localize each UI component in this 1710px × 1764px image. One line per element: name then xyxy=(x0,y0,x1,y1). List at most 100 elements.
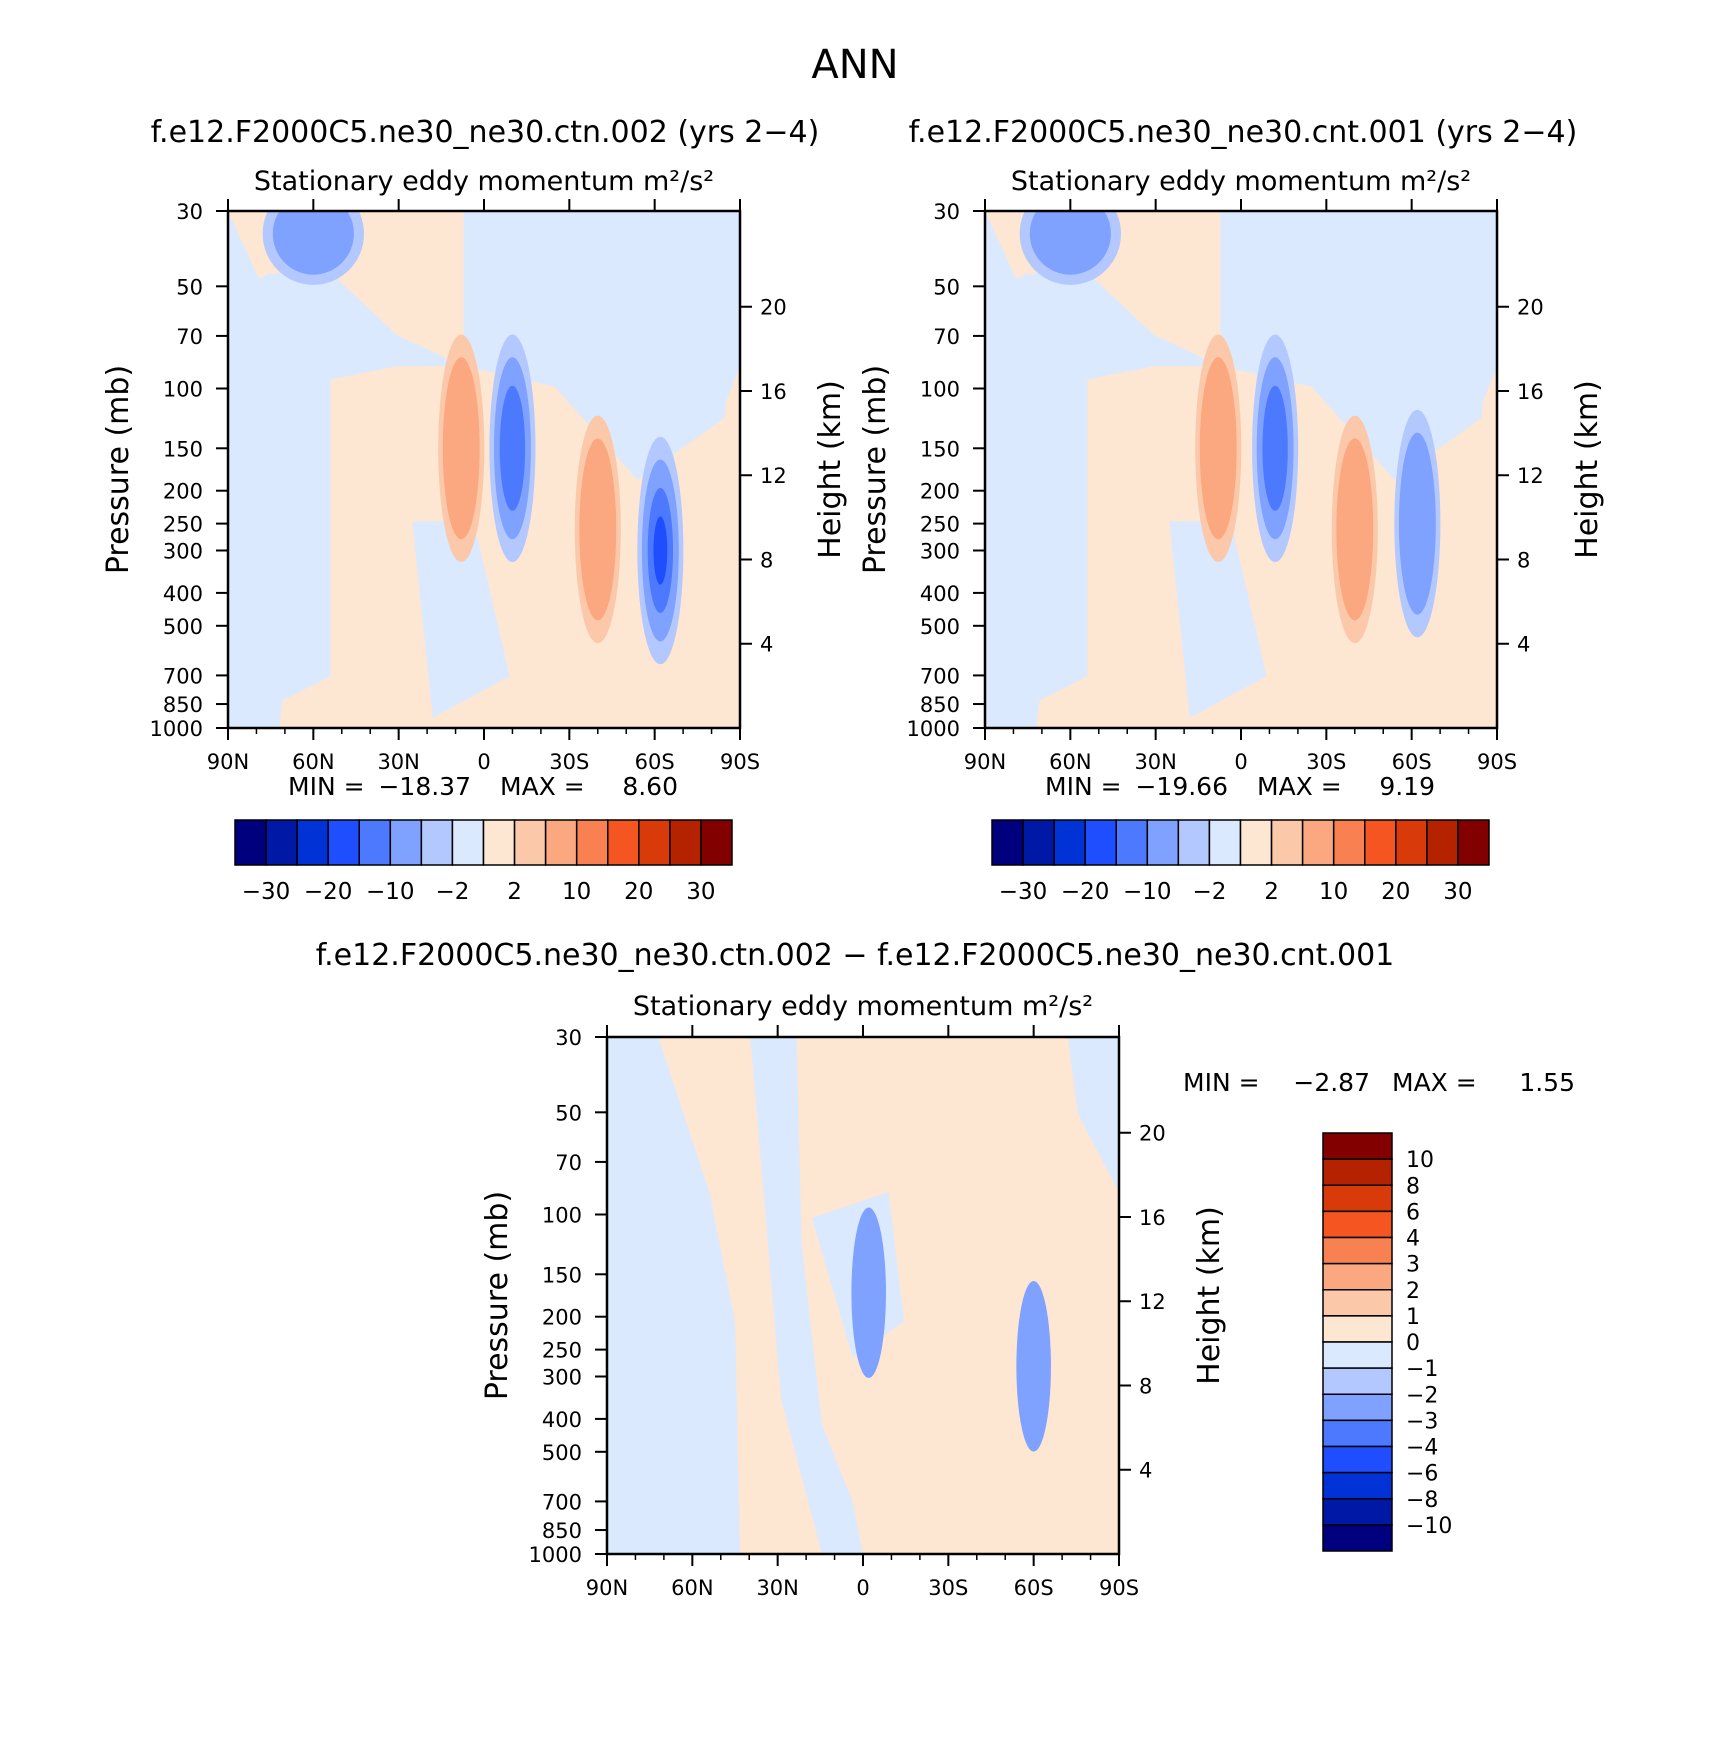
colorbar-box xyxy=(1322,1158,1393,1186)
y-tick-label: 300 xyxy=(542,1365,582,1389)
contour-region xyxy=(412,521,510,718)
colorbar-label: −1 xyxy=(1406,1357,1438,1382)
min-label: MIN = xyxy=(1045,772,1122,801)
y-tick-label: 850 xyxy=(920,693,960,717)
contour-region xyxy=(607,1037,741,1554)
colorbar-label: 10 xyxy=(562,879,591,905)
y-tick-label: 1000 xyxy=(907,717,960,741)
contour-feature xyxy=(1262,385,1288,511)
y-tick-label: 200 xyxy=(163,480,203,504)
y-axis-label: Pressure (mb) xyxy=(480,1191,515,1400)
colorbar-label: −10 xyxy=(366,879,415,905)
colorbar-label: 10 xyxy=(1406,1148,1434,1173)
y-tick-label: 30 xyxy=(555,1026,582,1050)
colorbar-box xyxy=(607,819,640,866)
y-axis-label: Pressure (mb) xyxy=(101,365,136,574)
x-tick-label: 90N xyxy=(964,750,1006,774)
y-tick-label: 100 xyxy=(163,378,203,402)
contour-region xyxy=(1169,521,1267,718)
y-tick-label: 700 xyxy=(542,1490,582,1514)
colorbar-label: −30 xyxy=(999,879,1048,905)
colorbar: −30 −20 −10 −2 2 10 20 30 xyxy=(234,819,733,905)
panel-bottom: f.e12.F2000C5.ne30_ne30.ctn.002 − f.e12.… xyxy=(316,938,1575,1600)
contour-field xyxy=(228,211,740,728)
colorbar-box xyxy=(1146,819,1180,866)
height-axis-label: Height (km) xyxy=(813,380,848,559)
contour-field xyxy=(607,1037,1119,1554)
x-tick-label: 60S xyxy=(635,750,675,774)
height-tick-label: 12 xyxy=(1139,1290,1166,1314)
colorbar-label: 0 xyxy=(1406,1331,1420,1356)
colorbar-box xyxy=(265,819,298,866)
height-tick-label: 16 xyxy=(760,380,787,404)
colorbar-box xyxy=(1322,1445,1393,1474)
panel-top-left: f.e12.F2000C5.ne30_ne30.ctn.002 (yrs 2−4… xyxy=(101,115,848,905)
y-tick-label: 30 xyxy=(176,200,203,224)
x-tick-label: 90S xyxy=(720,750,760,774)
colorbar-box xyxy=(1322,1498,1393,1526)
colorbar-box xyxy=(482,819,516,866)
contour-feature xyxy=(442,357,480,540)
y-tick-label: 50 xyxy=(176,275,203,299)
min-value: −2.87 xyxy=(1293,1068,1370,1097)
x-tick-label: 60S xyxy=(1014,1576,1054,1600)
contour-feature xyxy=(272,211,354,275)
y-tick-label: 300 xyxy=(920,539,960,563)
max-value: 9.19 xyxy=(1379,772,1435,801)
x-tick-label: 30N xyxy=(377,750,419,774)
colorbar-box xyxy=(451,819,485,866)
y-tick-label: 250 xyxy=(920,513,960,537)
colorbar-box xyxy=(1322,1367,1393,1395)
contour-region xyxy=(1067,1037,1119,1193)
colorbar-label: 4 xyxy=(1406,1227,1420,1252)
y-tick-label: 500 xyxy=(542,1441,582,1465)
colorbar-label: −10 xyxy=(1123,879,1172,905)
contour-field xyxy=(985,211,1497,728)
colorbar-label: 20 xyxy=(1381,879,1410,905)
y-tick-label: 70 xyxy=(555,1151,582,1175)
colorbar-label: 6 xyxy=(1406,1200,1420,1225)
panel-title: f.e12.F2000C5.ne30_ne30.ctn.002 − f.e12.… xyxy=(316,938,1395,973)
height-axis-label: Height (km) xyxy=(1192,1206,1227,1385)
y-tick-label: 400 xyxy=(542,1408,582,1432)
colorbar-box xyxy=(1322,1393,1393,1422)
x-tick-label: 30N xyxy=(756,1576,798,1600)
contour-feature xyxy=(579,438,617,621)
colorbar-box xyxy=(1322,1132,1393,1160)
colorbar-label: −3 xyxy=(1406,1409,1438,1434)
colorbar-label: 2 xyxy=(507,879,522,905)
x-tick-label: 60N xyxy=(292,750,334,774)
x-tick-label: 90S xyxy=(1477,750,1517,774)
x-tick-label: 90N xyxy=(207,750,249,774)
contour-feature xyxy=(1398,432,1436,615)
colorbar-box xyxy=(389,819,423,866)
x-tick-label: 0 xyxy=(477,750,490,774)
max-label: MAX = xyxy=(1392,1068,1477,1097)
y-tick-label: 100 xyxy=(920,378,960,402)
y-tick-label: 850 xyxy=(542,1519,582,1543)
colorbar-box xyxy=(1270,819,1304,866)
colorbar-label: 2 xyxy=(1264,879,1279,905)
height-tick-label: 12 xyxy=(760,464,787,488)
height-tick-label: 20 xyxy=(1139,1122,1166,1146)
contour-region xyxy=(1220,211,1497,480)
height-tick-label: 4 xyxy=(1139,1459,1152,1483)
y-tick-label: 150 xyxy=(920,437,960,461)
colorbar-box xyxy=(234,819,267,866)
y-tick-label: 500 xyxy=(920,615,960,639)
colorbar-label: 20 xyxy=(624,879,653,905)
min-label: MIN = xyxy=(1183,1068,1260,1097)
contour-feature xyxy=(499,385,526,511)
contour-region xyxy=(463,211,740,480)
colorbar-label: −2 xyxy=(1406,1383,1438,1408)
colorbar-box xyxy=(638,819,671,866)
colorbar-box xyxy=(1301,819,1335,866)
colorbar-label: −20 xyxy=(1061,879,1110,905)
panel-subtitle: Stationary eddy momentum m²/s² xyxy=(1011,166,1471,197)
y-tick-label: 250 xyxy=(163,513,203,537)
y-tick-label: 200 xyxy=(920,480,960,504)
y-tick-label: 50 xyxy=(555,1101,582,1125)
x-tick-label: 30S xyxy=(1306,750,1346,774)
min-label: MIN = xyxy=(288,772,365,801)
y-tick-label: 700 xyxy=(920,664,960,688)
